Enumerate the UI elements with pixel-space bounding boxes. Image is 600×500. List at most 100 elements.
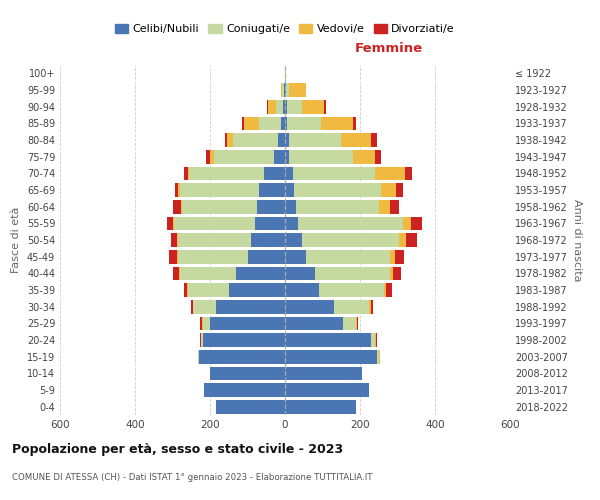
- Bar: [259, 183, 285, 197]
- Bar: [248, 250, 285, 264]
- Bar: [205, 383, 285, 397]
- Bar: [210, 150, 214, 164]
- Bar: [275, 100, 283, 114]
- Bar: [200, 333, 203, 347]
- Bar: [289, 150, 353, 164]
- Bar: [180, 266, 236, 280]
- Bar: [229, 283, 285, 297]
- Bar: [187, 166, 190, 180]
- Bar: [376, 333, 377, 347]
- Bar: [285, 216, 298, 230]
- Bar: [283, 100, 285, 114]
- Bar: [405, 166, 412, 180]
- Bar: [225, 133, 227, 147]
- Bar: [302, 233, 400, 247]
- Bar: [236, 266, 285, 280]
- Bar: [400, 233, 406, 247]
- Bar: [178, 183, 180, 197]
- Y-axis label: Fasce di età: Fasce di età: [11, 207, 21, 273]
- Text: Femmine: Femmine: [355, 42, 422, 54]
- Bar: [371, 133, 377, 147]
- Bar: [281, 83, 283, 97]
- Bar: [200, 316, 202, 330]
- Bar: [285, 300, 334, 314]
- Bar: [285, 350, 377, 364]
- Bar: [289, 83, 305, 97]
- Bar: [173, 200, 181, 213]
- Bar: [182, 200, 257, 213]
- Bar: [285, 283, 319, 297]
- Bar: [285, 66, 286, 80]
- Bar: [268, 100, 275, 114]
- Bar: [244, 116, 259, 130]
- Bar: [287, 116, 320, 130]
- Bar: [410, 216, 422, 230]
- Bar: [173, 216, 175, 230]
- Bar: [305, 250, 390, 264]
- Bar: [287, 100, 302, 114]
- Bar: [191, 300, 193, 314]
- Bar: [175, 183, 178, 197]
- Bar: [233, 133, 277, 147]
- Bar: [386, 283, 392, 297]
- Bar: [285, 333, 371, 347]
- Bar: [390, 266, 393, 280]
- Bar: [210, 366, 285, 380]
- Bar: [353, 150, 375, 164]
- Bar: [285, 133, 289, 147]
- Bar: [285, 166, 293, 180]
- Bar: [289, 133, 341, 147]
- Bar: [285, 366, 362, 380]
- Bar: [370, 300, 371, 314]
- Bar: [343, 316, 356, 330]
- Bar: [210, 316, 285, 330]
- Bar: [198, 350, 199, 364]
- Bar: [215, 400, 285, 413]
- Bar: [379, 350, 380, 364]
- Bar: [285, 400, 356, 413]
- Bar: [184, 283, 187, 297]
- Bar: [203, 333, 285, 347]
- Bar: [170, 233, 178, 247]
- Bar: [325, 100, 326, 114]
- Y-axis label: Anni di nascita: Anni di nascita: [572, 198, 582, 281]
- Bar: [379, 200, 390, 213]
- Bar: [319, 283, 385, 297]
- Bar: [395, 183, 403, 197]
- Bar: [357, 316, 358, 330]
- Bar: [353, 116, 356, 130]
- Bar: [187, 283, 229, 297]
- Bar: [285, 316, 343, 330]
- Bar: [296, 200, 379, 213]
- Bar: [214, 150, 274, 164]
- Bar: [285, 183, 295, 197]
- Bar: [199, 350, 285, 364]
- Bar: [375, 150, 380, 164]
- Bar: [375, 333, 376, 347]
- Bar: [395, 250, 404, 264]
- Bar: [390, 250, 395, 264]
- Bar: [203, 316, 210, 330]
- Bar: [302, 100, 325, 114]
- Bar: [180, 183, 259, 197]
- Bar: [206, 150, 210, 164]
- Bar: [334, 300, 370, 314]
- Bar: [315, 266, 390, 280]
- Bar: [390, 200, 400, 213]
- Bar: [251, 233, 285, 247]
- Bar: [242, 116, 244, 130]
- Bar: [265, 166, 285, 180]
- Bar: [375, 166, 405, 180]
- Bar: [403, 216, 410, 230]
- Bar: [371, 333, 375, 347]
- Bar: [393, 266, 401, 280]
- Bar: [298, 216, 403, 230]
- Bar: [320, 116, 353, 130]
- Bar: [285, 83, 286, 97]
- Bar: [190, 166, 265, 180]
- Bar: [371, 300, 373, 314]
- Bar: [281, 116, 285, 130]
- Bar: [341, 133, 371, 147]
- Text: Popolazione per età, sesso e stato civile - 2023: Popolazione per età, sesso e stato civil…: [12, 442, 343, 456]
- Bar: [377, 350, 379, 364]
